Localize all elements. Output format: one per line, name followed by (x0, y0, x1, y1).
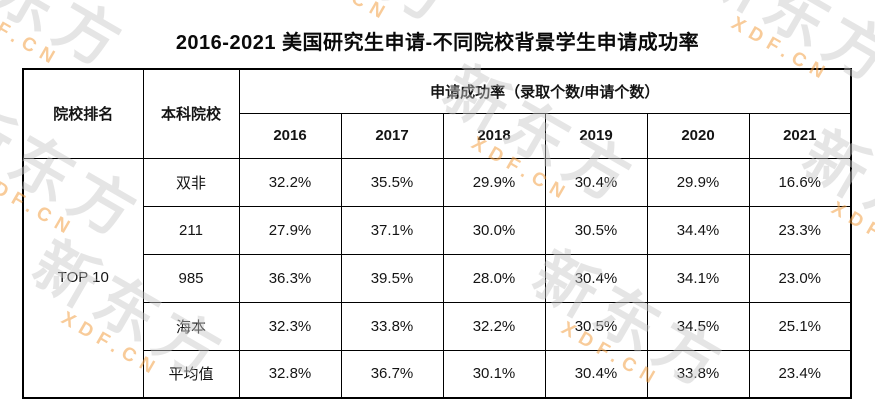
value-cell: 36.3% (238, 253, 342, 303)
row-label: 985 (142, 253, 240, 303)
value-cell: 23.4% (748, 349, 852, 399)
value-cell: 29.9% (646, 157, 750, 207)
value-cell: 33.8% (646, 349, 750, 399)
table-row: 平均值 32.8% 36.7% 30.1% 30.4% 33.8% 23.4% (23, 349, 852, 399)
value-cell: 32.2% (442, 301, 546, 351)
value-cell: 32.3% (238, 301, 342, 351)
value-cell: 39.5% (340, 253, 444, 303)
value-cell: 34.5% (646, 301, 750, 351)
row-label: 双非 (142, 157, 240, 207)
header-year-2016: 2016 (238, 112, 342, 159)
page-title: 2016-2021 美国研究生申请-不同院校背景学生申请成功率 (175, 32, 700, 54)
value-cell: 30.4% (544, 253, 648, 303)
value-cell: 27.9% (238, 205, 342, 255)
success-rate-table: 院校排名 本科院校 申请成功率（录取个数/申请个数） 2016 2017 201… (22, 68, 852, 399)
row-label: 平均值 (142, 349, 240, 399)
value-cell: 32.2% (238, 157, 342, 207)
header-year-2017: 2017 (340, 112, 444, 159)
header-year-2020: 2020 (646, 112, 750, 159)
value-cell: 32.8% (238, 349, 342, 399)
value-cell: 23.0% (748, 253, 852, 303)
value-cell: 25.1% (748, 301, 852, 351)
header-year-2019: 2019 (544, 112, 648, 159)
header-school-ranking: 院校排名 (22, 68, 144, 159)
value-cell: 23.3% (748, 205, 852, 255)
header-success-rate: 申请成功率（录取个数/申请个数） (238, 68, 852, 114)
header-year-2018: 2018 (442, 112, 546, 159)
value-cell: 30.4% (544, 157, 648, 207)
header-year-2021: 2021 (748, 112, 852, 159)
table-row: TOP 10 双非 32.2% 35.5% 29.9% 30.4% 29.9% … (22, 157, 852, 399)
value-cell: 29.9% (442, 157, 546, 207)
value-cell: 36.7% (340, 349, 444, 399)
value-cell: 35.5% (340, 157, 444, 207)
value-cell: 30.0% (442, 205, 546, 255)
value-cell: 34.4% (646, 205, 750, 255)
value-cell: 30.4% (544, 349, 648, 399)
ranking-group-label: TOP 10 (22, 157, 144, 399)
value-cell: 30.5% (544, 205, 648, 255)
table-row: 211 27.9% 37.1% 30.0% 30.5% 34.4% 23.3% (23, 205, 852, 255)
row-label: 海本 (142, 301, 240, 351)
watermark-site-text: XDF.CN (287, 0, 394, 27)
header-undergrad-school: 本科院校 (142, 68, 240, 159)
value-cell: 33.8% (340, 301, 444, 351)
value-cell: 34.1% (646, 253, 750, 303)
value-cell: 30.5% (544, 301, 648, 351)
table-row: 海本 32.3% 33.8% 32.2% 30.5% 34.5% 25.1% (23, 301, 852, 351)
row-label: 211 (142, 205, 240, 255)
value-cell: 28.0% (442, 253, 546, 303)
table-row: 985 36.3% 39.5% 28.0% 30.4% 34.1% 23.0% (23, 253, 852, 303)
value-cell: 37.1% (340, 205, 444, 255)
value-cell: 30.1% (442, 349, 546, 399)
value-cell: 16.6% (748, 157, 852, 207)
